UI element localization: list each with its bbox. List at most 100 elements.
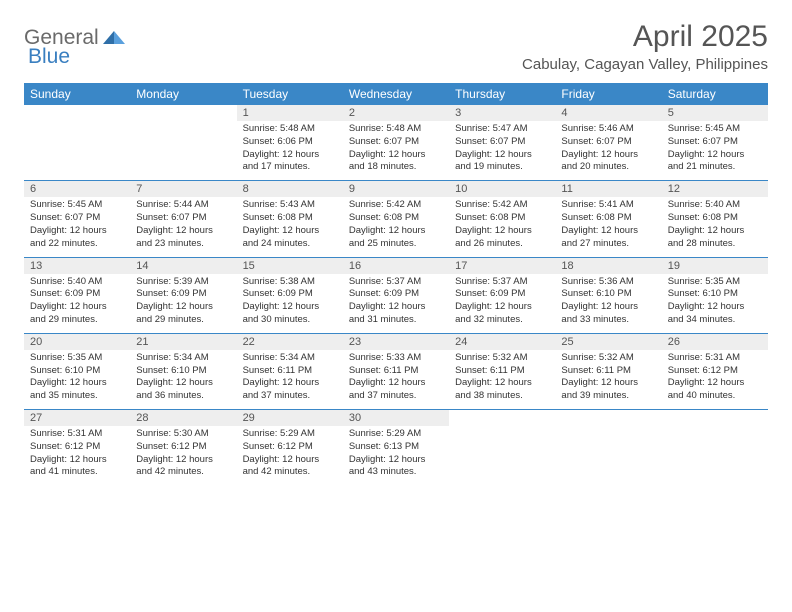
calendar-cell: 3Sunrise: 5:47 AMSunset: 6:07 PMDaylight… <box>449 105 555 180</box>
calendar-cell: 9Sunrise: 5:42 AMSunset: 6:08 PMDaylight… <box>343 181 449 256</box>
cell-line: and 28 minutes. <box>668 238 762 251</box>
cell-line: Sunset: 6:12 PM <box>30 441 124 454</box>
cell-line: Daylight: 12 hours <box>455 225 549 238</box>
calendar-week-row: 13Sunrise: 5:40 AMSunset: 6:09 PMDayligh… <box>24 257 768 333</box>
cell-line: Daylight: 12 hours <box>668 225 762 238</box>
cell-body: Sunrise: 5:34 AMSunset: 6:10 PMDaylight:… <box>130 350 236 403</box>
cell-line: Daylight: 12 hours <box>136 301 230 314</box>
day-number-bar: 21 <box>130 334 236 350</box>
day-number-bar <box>449 410 555 426</box>
cell-line: Sunrise: 5:37 AM <box>349 276 443 289</box>
calendar-cell: 11Sunrise: 5:41 AMSunset: 6:08 PMDayligh… <box>555 181 661 256</box>
weekday-header: Monday <box>130 83 236 105</box>
logo-sub: Blue <box>28 45 70 69</box>
calendar-cell: 20Sunrise: 5:35 AMSunset: 6:10 PMDayligh… <box>24 334 130 409</box>
cell-line: Daylight: 12 hours <box>349 454 443 467</box>
cell-line: Daylight: 12 hours <box>243 377 337 390</box>
cell-line: Sunset: 6:12 PM <box>668 365 762 378</box>
cell-body: Sunrise: 5:38 AMSunset: 6:09 PMDaylight:… <box>237 274 343 327</box>
page: General April 2025 Cabulay, Cagayan Vall… <box>0 0 792 505</box>
cell-line: Sunrise: 5:34 AM <box>136 352 230 365</box>
calendar: SundayMondayTuesdayWednesdayThursdayFrid… <box>24 83 768 485</box>
calendar-cell: 12Sunrise: 5:40 AMSunset: 6:08 PMDayligh… <box>662 181 768 256</box>
calendar-cell: 23Sunrise: 5:33 AMSunset: 6:11 PMDayligh… <box>343 334 449 409</box>
cell-line: Sunrise: 5:45 AM <box>668 123 762 136</box>
cell-line: Sunrise: 5:48 AM <box>243 123 337 136</box>
day-number-bar: 13 <box>24 258 130 274</box>
calendar-week-row: 1Sunrise: 5:48 AMSunset: 6:06 PMDaylight… <box>24 105 768 180</box>
day-number-bar: 8 <box>237 181 343 197</box>
cell-line: and 29 minutes. <box>30 314 124 327</box>
cell-line: and 24 minutes. <box>243 238 337 251</box>
cell-line: and 36 minutes. <box>136 390 230 403</box>
day-number-bar: 17 <box>449 258 555 274</box>
cell-line: Sunrise: 5:29 AM <box>349 428 443 441</box>
cell-line: Daylight: 12 hours <box>455 377 549 390</box>
cell-line: Daylight: 12 hours <box>668 301 762 314</box>
cell-line: Sunset: 6:06 PM <box>243 136 337 149</box>
day-number-bar: 16 <box>343 258 449 274</box>
cell-body: Sunrise: 5:48 AMSunset: 6:06 PMDaylight:… <box>237 121 343 174</box>
cell-body: Sunrise: 5:32 AMSunset: 6:11 PMDaylight:… <box>449 350 555 403</box>
cell-line: and 41 minutes. <box>30 466 124 479</box>
calendar-cell: 30Sunrise: 5:29 AMSunset: 6:13 PMDayligh… <box>343 410 449 485</box>
calendar-cell: 16Sunrise: 5:37 AMSunset: 6:09 PMDayligh… <box>343 258 449 333</box>
calendar-cell: 1Sunrise: 5:48 AMSunset: 6:06 PMDaylight… <box>237 105 343 180</box>
cell-line: Sunrise: 5:29 AM <box>243 428 337 441</box>
cell-body: Sunrise: 5:35 AMSunset: 6:10 PMDaylight:… <box>24 350 130 403</box>
cell-line: Sunrise: 5:37 AM <box>455 276 549 289</box>
calendar-cell <box>662 410 768 485</box>
cell-line: Sunrise: 5:35 AM <box>30 352 124 365</box>
calendar-cell: 4Sunrise: 5:46 AMSunset: 6:07 PMDaylight… <box>555 105 661 180</box>
cell-line: and 33 minutes. <box>561 314 655 327</box>
cell-body: Sunrise: 5:47 AMSunset: 6:07 PMDaylight:… <box>449 121 555 174</box>
day-number-bar: 27 <box>24 410 130 426</box>
calendar-cell <box>130 105 236 180</box>
cell-body: Sunrise: 5:43 AMSunset: 6:08 PMDaylight:… <box>237 197 343 250</box>
cell-line: and 26 minutes. <box>455 238 549 251</box>
cell-line: Daylight: 12 hours <box>243 149 337 162</box>
cell-line: and 37 minutes. <box>349 390 443 403</box>
cell-body: Sunrise: 5:31 AMSunset: 6:12 PMDaylight:… <box>662 350 768 403</box>
cell-line: Sunset: 6:07 PM <box>30 212 124 225</box>
cell-line: Sunset: 6:07 PM <box>455 136 549 149</box>
cell-line: Daylight: 12 hours <box>136 225 230 238</box>
cell-line: and 34 minutes. <box>668 314 762 327</box>
title-block: April 2025 Cabulay, Cagayan Valley, Phil… <box>522 20 768 73</box>
cell-line: Sunset: 6:07 PM <box>561 136 655 149</box>
cell-line: and 29 minutes. <box>136 314 230 327</box>
calendar-cell: 13Sunrise: 5:40 AMSunset: 6:09 PMDayligh… <box>24 258 130 333</box>
cell-line: Daylight: 12 hours <box>243 301 337 314</box>
cell-body: Sunrise: 5:30 AMSunset: 6:12 PMDaylight:… <box>130 426 236 479</box>
day-number-bar: 5 <box>662 105 768 121</box>
cell-line: and 38 minutes. <box>455 390 549 403</box>
cell-body: Sunrise: 5:46 AMSunset: 6:07 PMDaylight:… <box>555 121 661 174</box>
cell-line: Sunset: 6:08 PM <box>455 212 549 225</box>
cell-line: and 19 minutes. <box>455 161 549 174</box>
day-number-bar: 18 <box>555 258 661 274</box>
day-number-bar: 6 <box>24 181 130 197</box>
cell-line: Daylight: 12 hours <box>349 377 443 390</box>
calendar-cell: 8Sunrise: 5:43 AMSunset: 6:08 PMDaylight… <box>237 181 343 256</box>
cell-line: Sunset: 6:09 PM <box>455 288 549 301</box>
day-number-bar: 14 <box>130 258 236 274</box>
weekday-header: Sunday <box>24 83 130 105</box>
cell-line: Daylight: 12 hours <box>455 149 549 162</box>
calendar-cell: 25Sunrise: 5:32 AMSunset: 6:11 PMDayligh… <box>555 334 661 409</box>
cell-line: Sunset: 6:08 PM <box>668 212 762 225</box>
cell-line: Sunset: 6:07 PM <box>668 136 762 149</box>
day-number-bar: 10 <box>449 181 555 197</box>
cell-line: Daylight: 12 hours <box>561 225 655 238</box>
cell-line: Sunset: 6:08 PM <box>561 212 655 225</box>
cell-line: Sunrise: 5:43 AM <box>243 199 337 212</box>
day-number-bar: 19 <box>662 258 768 274</box>
cell-line: Daylight: 12 hours <box>455 301 549 314</box>
cell-line: Sunrise: 5:41 AM <box>561 199 655 212</box>
day-number-bar: 22 <box>237 334 343 350</box>
cell-line: Sunset: 6:09 PM <box>349 288 443 301</box>
cell-line: Sunrise: 5:44 AM <box>136 199 230 212</box>
cell-line: Daylight: 12 hours <box>561 301 655 314</box>
cell-body: Sunrise: 5:37 AMSunset: 6:09 PMDaylight:… <box>449 274 555 327</box>
cell-line: and 39 minutes. <box>561 390 655 403</box>
cell-body: Sunrise: 5:31 AMSunset: 6:12 PMDaylight:… <box>24 426 130 479</box>
